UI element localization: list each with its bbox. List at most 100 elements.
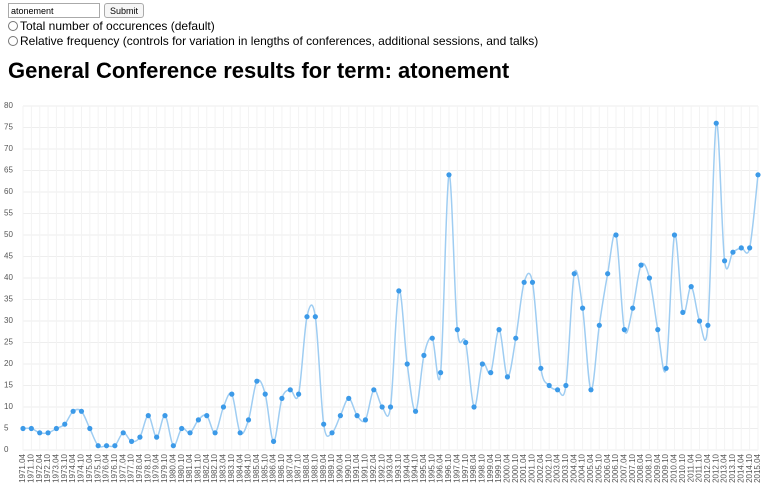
radio[interactable]	[8, 20, 18, 31]
x-tick-label: 1979.04	[152, 453, 161, 482]
y-tick-label: 35	[4, 295, 13, 304]
submit-button[interactable]: Submit	[104, 3, 145, 18]
x-tick-label: 2014.10	[745, 453, 754, 482]
x-tick-label: 1993.10	[394, 453, 403, 482]
point	[53, 425, 60, 432]
point	[521, 279, 527, 285]
x-tick-label: 2003.04	[553, 453, 562, 482]
y-tick-label: 30	[4, 316, 13, 325]
point	[454, 327, 460, 333]
point	[321, 421, 327, 427]
x-tick-label: 1988.04	[302, 453, 311, 482]
x-tick-label: 1999.04	[486, 453, 495, 482]
point	[346, 395, 352, 401]
x-tick-label: 2010.10	[678, 453, 687, 482]
y-tick-label: 65	[4, 166, 13, 175]
point	[20, 425, 26, 432]
x-tick-label: 1991.10	[361, 453, 370, 482]
point	[128, 438, 135, 444]
y-tick-label: 75	[4, 123, 13, 132]
x-tick-label: 1981.04	[185, 453, 194, 482]
x-tick-label: 2012.04	[703, 453, 712, 482]
x-tick-label: 1992.04	[369, 453, 378, 482]
x-tick-label: 1974.04	[68, 453, 77, 482]
x-tick-label: 1973.10	[60, 453, 69, 482]
point	[671, 232, 678, 238]
y-tick-label: 10	[4, 402, 13, 411]
x-tick-label: 1997.10	[461, 453, 470, 482]
point	[204, 413, 210, 419]
x-tick-label: 2015.04	[753, 453, 762, 482]
point	[438, 370, 444, 376]
point	[546, 382, 552, 389]
y-tick-label: 40	[4, 273, 13, 282]
x-tick-label: 1994.10	[411, 453, 420, 482]
x-tick-label: 2004.04	[569, 453, 578, 482]
x-tick-label: 2009.04	[653, 453, 662, 482]
point	[362, 417, 369, 423]
point	[755, 172, 761, 178]
point	[262, 391, 268, 397]
point	[287, 387, 293, 393]
x-tick-label: 2011.10	[695, 453, 704, 482]
x-tick-label: 1993.04	[386, 453, 395, 482]
point	[237, 430, 243, 436]
y-tick-label: 45	[4, 252, 13, 261]
point	[329, 430, 335, 436]
point	[421, 352, 427, 358]
x-tick-label: 1985.10	[260, 453, 269, 482]
x-tick-label: 1975.04	[85, 453, 94, 482]
x-tick-label: 1981.10	[194, 453, 203, 482]
x-tick-label: 1983.04	[219, 453, 228, 482]
y-tick-label: 50	[4, 230, 13, 239]
x-tick-label: 1990.04	[335, 453, 344, 482]
point	[179, 425, 185, 432]
x-tick-label: 1991.04	[352, 453, 361, 482]
point	[404, 361, 410, 367]
point	[738, 245, 744, 251]
y-tick-label: 70	[4, 144, 13, 153]
radio[interactable]	[8, 35, 18, 46]
point	[212, 430, 218, 436]
x-tick-label: 2008.10	[645, 453, 654, 482]
point	[245, 417, 252, 423]
option[interactable]: Relative frequency (controls for variati…	[6, 33, 538, 48]
point	[195, 417, 201, 423]
point	[154, 434, 160, 440]
x-tick-label: 1975.10	[93, 453, 102, 482]
point	[713, 120, 719, 126]
option-label: Relative frequency (controls for variati…	[20, 33, 539, 48]
x-tick-label: 1998.10	[477, 453, 486, 482]
x-tick-label: 2000.04	[503, 453, 512, 482]
option[interactable]: Total number of occurences (default)	[6, 18, 538, 33]
y-tick-label: 25	[4, 338, 13, 347]
x-tick-label: 1997.04	[452, 453, 461, 482]
x-tick-label: 1989.10	[327, 453, 336, 482]
point	[554, 387, 561, 393]
point	[37, 430, 43, 436]
point	[379, 404, 385, 410]
x-tick-label: 2006.04	[603, 453, 612, 482]
point	[571, 271, 577, 277]
x-tick-label: 1977.10	[127, 453, 136, 482]
x-tick-label: 2002.04	[536, 453, 545, 482]
point	[371, 387, 377, 393]
x-tick-label: 2004.10	[578, 453, 587, 482]
x-tick-label: 1974.10	[77, 453, 86, 482]
point	[187, 430, 193, 436]
x-tick-label: 2007.04	[619, 453, 628, 482]
point	[563, 382, 569, 389]
search-input[interactable]	[8, 3, 100, 18]
x-tick-label: 2007.10	[628, 453, 637, 482]
point	[387, 404, 394, 410]
x-tick-label: 1976.04	[102, 453, 111, 482]
x-tick-label: 2013.10	[728, 453, 737, 482]
x-tick-label: 1996.04	[436, 453, 445, 482]
x-tick-label: 2001.10	[528, 453, 537, 482]
x-tick-label: 1986.04	[269, 453, 278, 482]
x-tick-label: 1994.04	[402, 453, 411, 482]
x-tick-label: 1979.10	[160, 453, 169, 482]
x-tick-label: 1983.10	[227, 453, 236, 482]
x-tick-label: 1984.10	[244, 453, 253, 482]
